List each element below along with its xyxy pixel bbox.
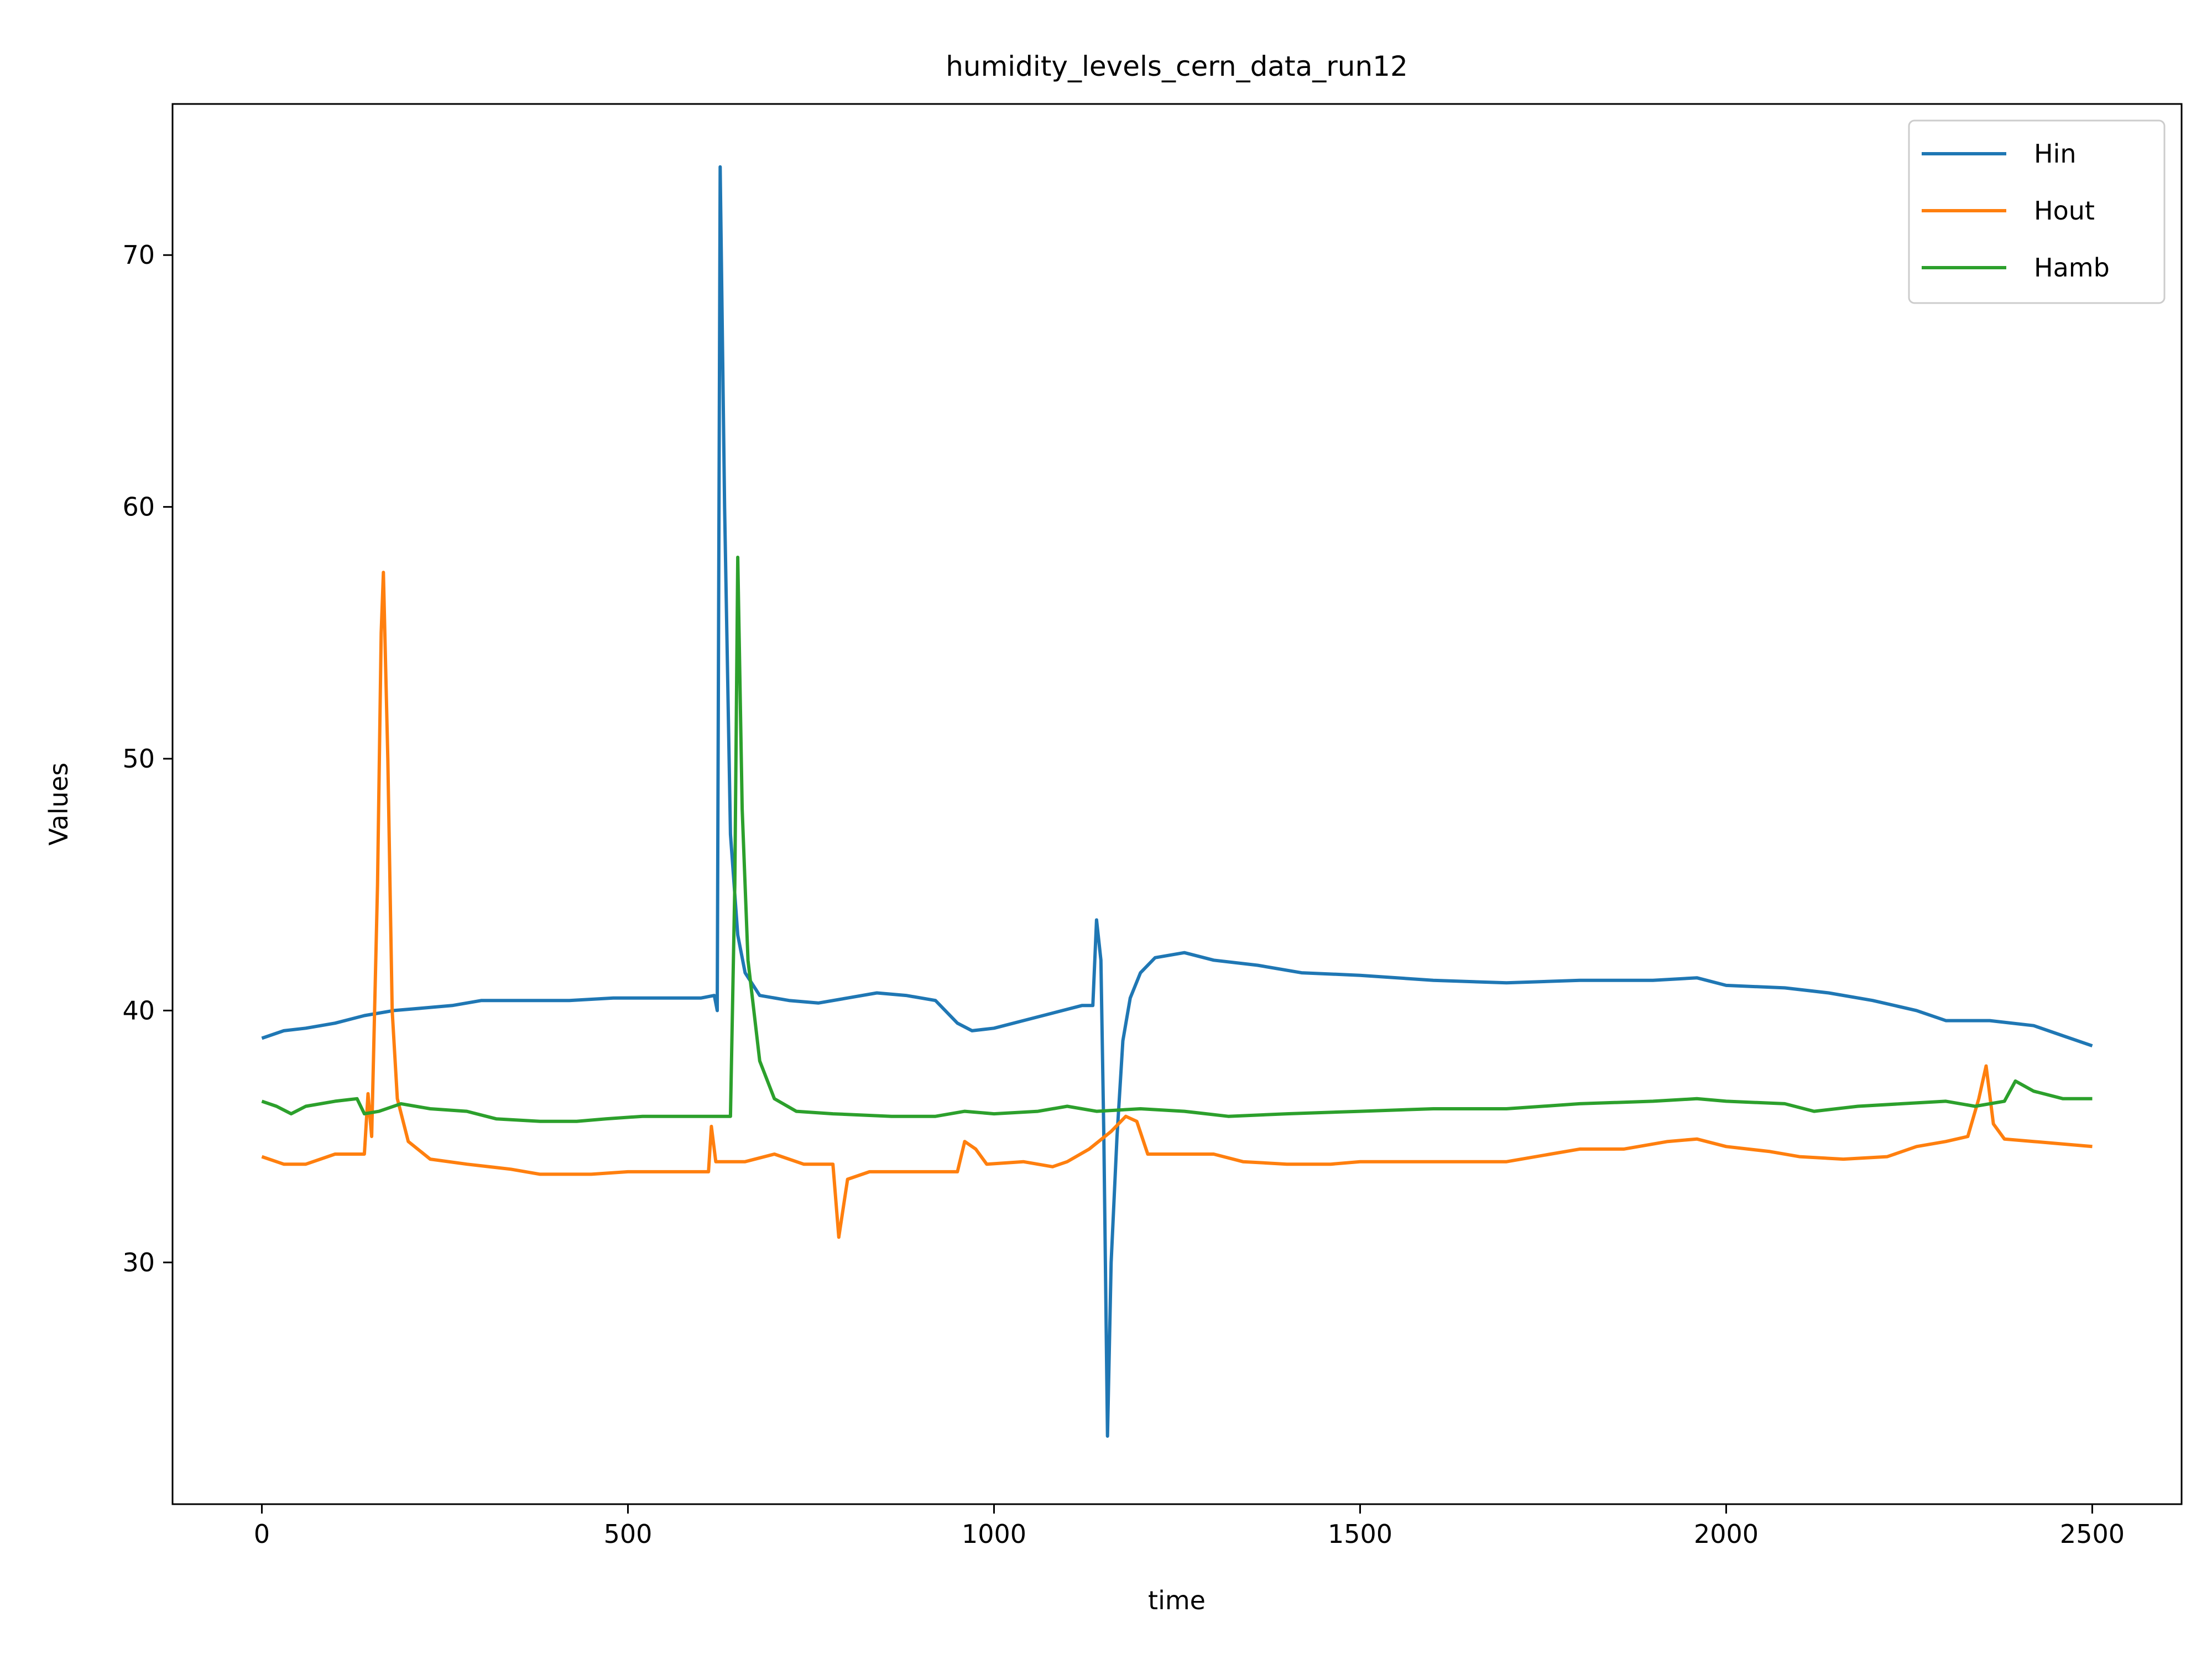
x-tick-label: 2500: [2060, 1519, 2125, 1549]
plot-area: [171, 103, 2183, 1505]
legend-box: [1908, 119, 2166, 304]
y-tick-label: 40: [122, 995, 155, 1025]
legend-label-hamb: Hamb: [2034, 253, 2110, 283]
y-tick-label: 30: [122, 1248, 155, 1277]
series-layer: [261, 165, 2093, 1438]
x-tick-label: 500: [604, 1519, 653, 1549]
x-tick-label: 1500: [1328, 1519, 1392, 1549]
chart-title: humidity_levels_cern_data_run12: [946, 50, 1408, 82]
series-line-hin: [261, 165, 2093, 1438]
y-axis-label: Values: [44, 763, 74, 846]
legend-entries: Hin Hout Hamb: [1922, 139, 2110, 283]
plot-frame: [171, 103, 2183, 1505]
series-line-hamb: [261, 555, 2093, 1123]
y-tick-label: 70: [122, 240, 155, 270]
x-tick-label: 2000: [1694, 1519, 1759, 1549]
x-tick-label: 0: [254, 1519, 270, 1549]
x-axis: 0 500 1000 1500 2000 2500: [254, 1504, 2125, 1549]
x-axis-label: time: [1148, 1585, 1206, 1615]
legend-label-hout: Hout: [2034, 196, 2095, 226]
y-axis: 30 40 50 60 70: [122, 240, 173, 1277]
x-tick-label: 1000: [962, 1519, 1026, 1549]
legend-label-hin: Hin: [2034, 139, 2077, 169]
y-tick-label: 60: [122, 492, 155, 522]
series-line-hout: [261, 571, 2093, 1239]
y-tick-label: 50: [122, 744, 155, 774]
legend: Hin Hout Hamb: [1908, 119, 2166, 304]
